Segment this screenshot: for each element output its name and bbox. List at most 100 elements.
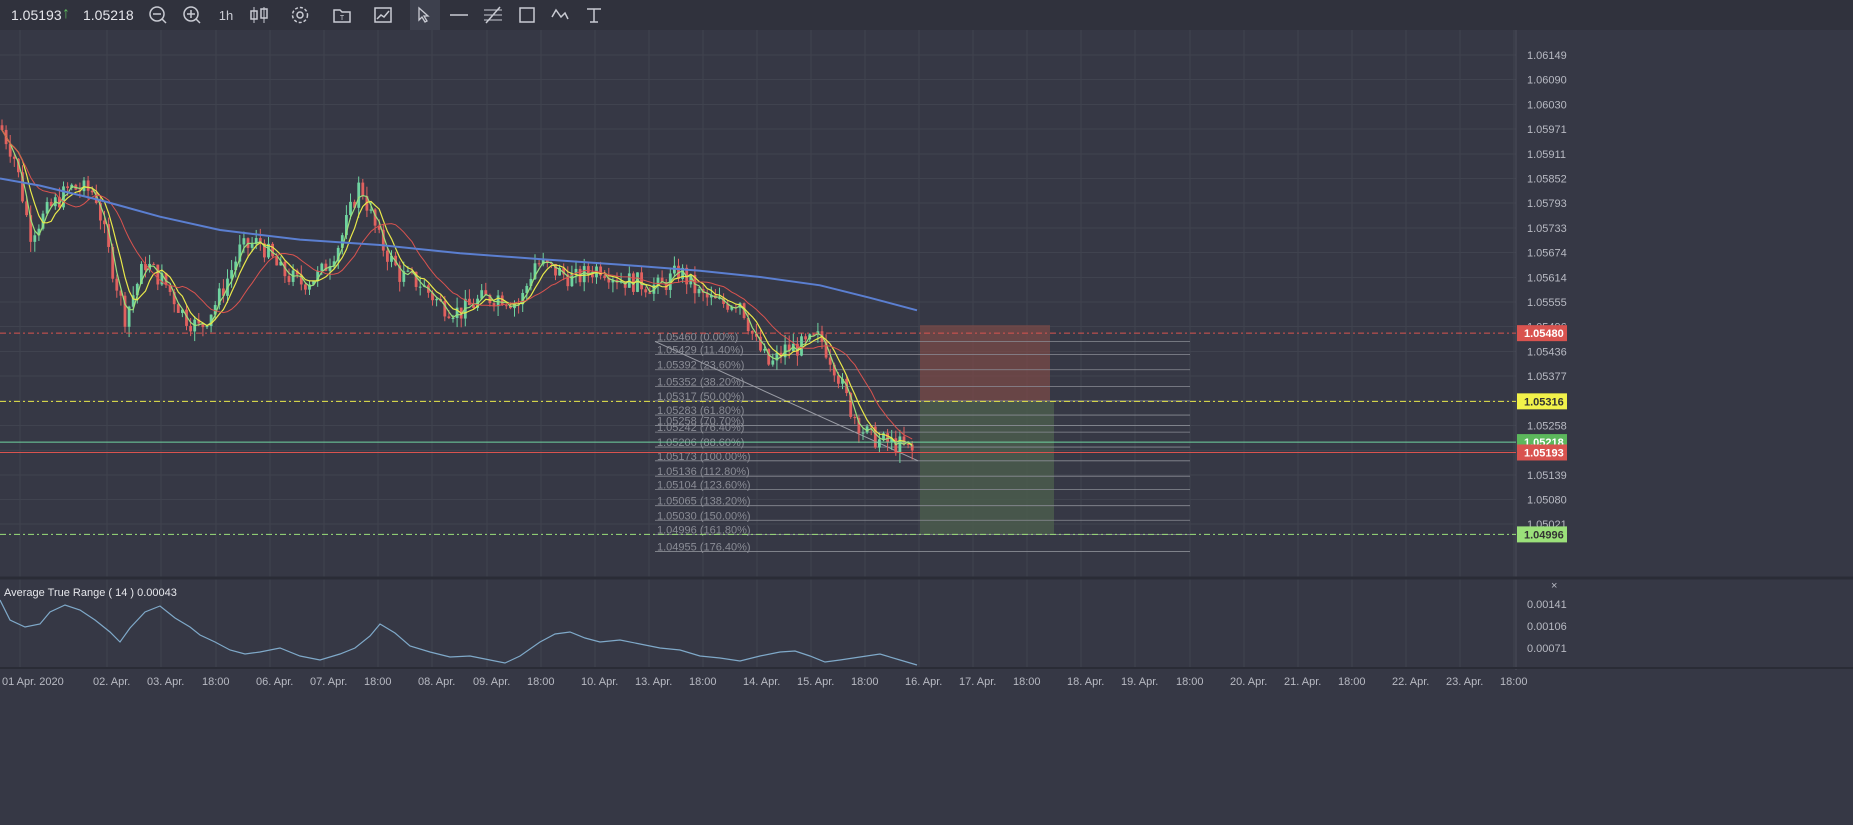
candle-body (332, 261, 336, 267)
candle-body (619, 281, 623, 283)
zoom-in-icon[interactable] (180, 0, 204, 30)
candle-body (554, 263, 557, 276)
candle-body (492, 303, 496, 307)
horizontal-line-icon[interactable] (447, 0, 471, 30)
candle-body (726, 303, 730, 310)
x-tick-label: 18:00 (689, 676, 717, 688)
candle-body (386, 250, 389, 262)
candle-body (496, 295, 500, 307)
x-axis: 01 Apr. 2020 02. Apr. 03. Apr. 18:00 06. Apr… (2, 676, 1528, 688)
x-tick-label: 18. Apr. (1067, 676, 1104, 688)
candle-body (33, 235, 37, 242)
candle-body (890, 438, 894, 443)
stop-loss-zone (920, 325, 1050, 402)
fib-level-label: 1.05352 (38.20%) (657, 376, 744, 388)
candle-body (336, 247, 340, 262)
candle-body (135, 283, 139, 296)
candle-body (750, 331, 754, 334)
y-tick-label: 1.05555 (1527, 297, 1567, 309)
candle-body (29, 215, 33, 242)
candle-body (607, 278, 611, 283)
candle-body (894, 438, 898, 453)
zoom-out-icon[interactable] (146, 0, 170, 30)
y-tick-label: 1.06090 (1527, 75, 1567, 87)
candle-body (529, 278, 533, 286)
candle-body (533, 263, 537, 279)
take-profit-zone (920, 401, 1054, 535)
price-tag-label: 1.05480 (1524, 328, 1564, 340)
settings-gear-icon[interactable] (288, 0, 312, 30)
candle-body (390, 255, 393, 262)
candle-body (181, 309, 184, 313)
candle-body (217, 288, 221, 305)
y-tick-label: 1.05614 (1527, 272, 1567, 284)
candle-body (771, 360, 775, 365)
candle-body (127, 306, 131, 327)
fib-level-label: 1.05429 (11.40%) (657, 344, 744, 356)
atr-tick-label: 0.00071 (1527, 643, 1567, 655)
y-tick-label: 1.05080 (1527, 494, 1567, 506)
chart-area[interactable]: 1.05460 (0.00%)1.05429 (11.40%) 1.05392 (… (0, 30, 1853, 825)
candle-body (111, 246, 115, 279)
candle-body (644, 289, 648, 293)
x-tick-label: 14. Apr. (743, 676, 780, 688)
candle-body (185, 309, 188, 326)
candle-body (123, 295, 127, 327)
candle-body (562, 268, 566, 275)
close-panel-icon[interactable]: × (1551, 580, 1557, 592)
path-tool-icon[interactable] (548, 0, 572, 30)
fib-level-label: 1.05104 (123.60%) (657, 479, 751, 491)
candle-body (160, 273, 164, 285)
candles-icon[interactable] (247, 0, 271, 30)
fibonacci-retracement[interactable]: 1.05460 (0.00%)1.05429 (11.40%) 1.05392 (… (654, 331, 1190, 553)
candle-body (500, 295, 504, 306)
candle-body (857, 418, 861, 434)
candle-body (853, 416, 857, 419)
y-tick-label: 1.05852 (1527, 173, 1567, 185)
candle-body (287, 276, 291, 282)
cursor-tool-icon[interactable] (410, 0, 440, 30)
candle-body (812, 334, 816, 336)
x-tick-label: 23. Apr. (1446, 676, 1483, 688)
candle-body (545, 260, 549, 263)
templates-folder-icon[interactable]: T (330, 0, 354, 30)
candle-body (197, 319, 201, 324)
text-tool-icon[interactable] (582, 0, 606, 30)
y-tick-label: 1.05258 (1527, 420, 1567, 432)
rectangle-icon[interactable] (515, 0, 539, 30)
candle-body (373, 209, 377, 226)
x-tick-label: 16. Apr. (905, 676, 942, 688)
candle-body (361, 182, 365, 197)
candle-body (94, 192, 98, 204)
candle-body (279, 261, 283, 266)
atr-title: Average True Range ( 14 ) 0.00043 (4, 587, 177, 599)
candle-body (484, 290, 488, 295)
price-lines[interactable] (0, 332, 1516, 535)
fib-level-label: 1.05030 (150.00%) (657, 510, 751, 522)
candle-body (213, 304, 217, 315)
candle-body (349, 201, 352, 216)
indicators-icon[interactable] (371, 0, 395, 30)
candle-body (242, 238, 246, 245)
x-tick-label: 18:00 (202, 676, 230, 688)
candle-body (504, 305, 508, 307)
candle-body (201, 323, 205, 328)
candle-body (189, 325, 192, 332)
candle-body (398, 265, 402, 282)
candle-body (66, 186, 69, 188)
candle-body (82, 180, 86, 192)
candle-body (697, 289, 701, 294)
atr-tick-label: 0.00141 (1527, 599, 1567, 611)
risk-reward-zones[interactable] (920, 325, 1054, 535)
x-tick-label: 18:00 (851, 676, 879, 688)
candle-body (681, 267, 684, 279)
price-tag (1517, 444, 1567, 461)
up-arrow-icon: ↑ (62, 5, 70, 22)
candle-body (21, 172, 24, 202)
y-tick-label: 1.05793 (1527, 198, 1567, 210)
timeframe-button[interactable]: 1h (218, 7, 234, 23)
candle-body (418, 286, 422, 288)
fibonacci-icon[interactable] (481, 0, 505, 30)
price-tag (1517, 393, 1567, 410)
candle-body (271, 243, 274, 257)
